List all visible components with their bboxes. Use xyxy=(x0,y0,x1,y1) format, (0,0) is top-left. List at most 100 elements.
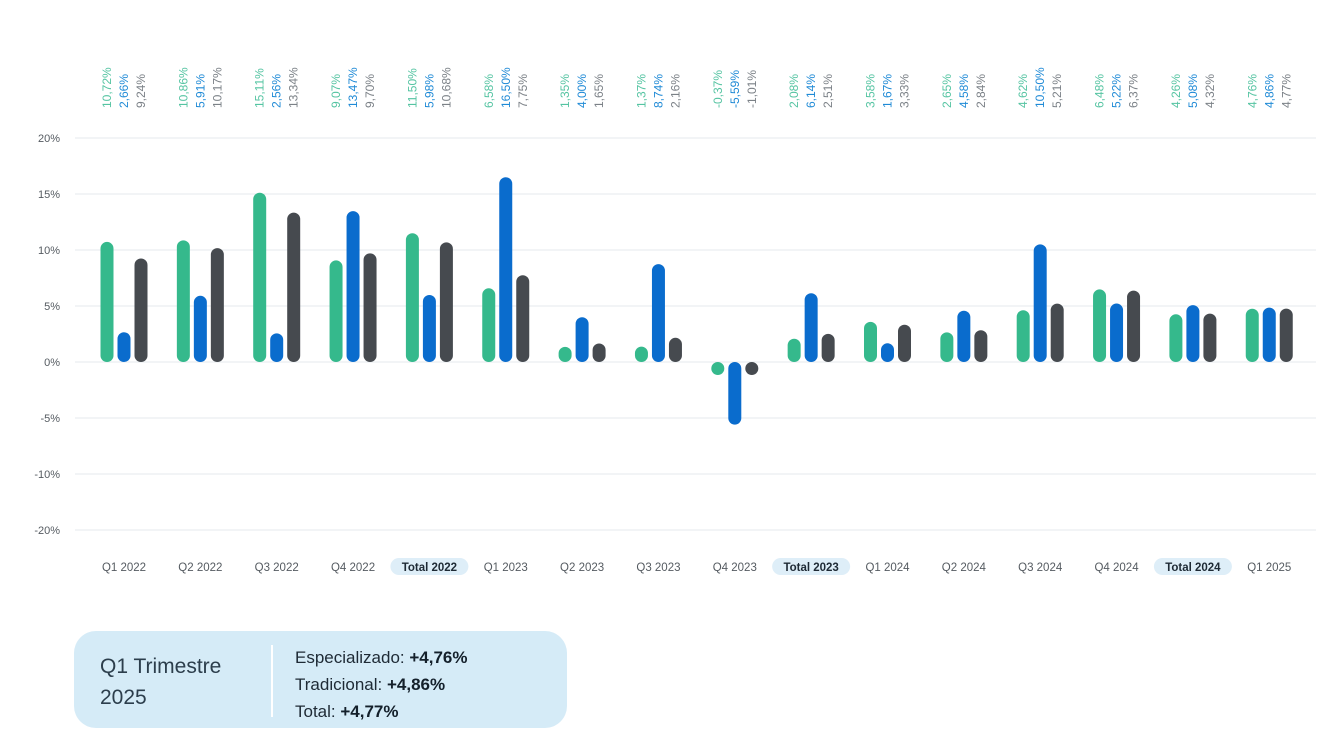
x-tick-label: Q2 2022 xyxy=(178,562,222,574)
data-label: 6,14% xyxy=(804,74,818,108)
bar xyxy=(881,343,894,362)
bar xyxy=(329,260,343,362)
data-label: 2,51% xyxy=(821,74,835,108)
data-label: 3,58% xyxy=(864,74,878,108)
y-tick-label: -5% xyxy=(40,413,60,425)
bar xyxy=(1262,307,1276,362)
summary-lines: Especializado: +4,76% Tradicional: +4,86… xyxy=(295,644,467,725)
x-tick-label: Q1 2022 xyxy=(102,562,146,574)
x-tick-label: Q3 2022 xyxy=(255,562,299,574)
summary-especializado: Especializado: +4,76% xyxy=(295,644,467,671)
data-label: 6,48% xyxy=(1093,74,1107,108)
total-highlight-pill xyxy=(390,558,469,575)
data-label: 5,98% xyxy=(422,74,436,108)
y-tick-label: -10% xyxy=(34,469,60,481)
data-label: 2,56% xyxy=(270,74,284,108)
bar xyxy=(728,362,742,425)
bar xyxy=(516,275,530,362)
data-label: 2,84% xyxy=(974,74,988,108)
bar xyxy=(668,337,682,362)
data-label: 4,77% xyxy=(1279,74,1293,108)
data-label: -1,01% xyxy=(745,70,759,108)
bar xyxy=(1245,308,1259,362)
bar xyxy=(957,310,971,362)
data-label: 4,32% xyxy=(1203,74,1217,108)
data-label: 10,50% xyxy=(1033,67,1047,108)
bar xyxy=(422,295,436,362)
bar xyxy=(711,362,725,375)
bar xyxy=(745,362,759,375)
data-label: 1,35% xyxy=(558,74,572,108)
bar xyxy=(346,211,360,362)
total-value: +4,77% xyxy=(340,702,399,721)
bar xyxy=(1169,314,1183,362)
total-highlight-pill xyxy=(772,558,851,575)
bar xyxy=(270,333,284,362)
data-label: 16,50% xyxy=(499,67,513,108)
bar xyxy=(1127,290,1141,362)
bar xyxy=(117,332,131,362)
bar xyxy=(651,264,665,362)
data-label: 9,70% xyxy=(363,74,377,108)
bar xyxy=(482,288,496,362)
bar xyxy=(193,295,207,362)
bar xyxy=(634,346,648,362)
data-label: -0,37% xyxy=(711,70,725,108)
total-highlight-pill xyxy=(1153,558,1232,575)
x-tick-label: Q4 2022 xyxy=(331,562,375,574)
bar xyxy=(787,338,801,362)
data-label: -5,59% xyxy=(728,70,742,108)
summary-title-line2: 2025 xyxy=(100,686,147,709)
bar xyxy=(100,241,114,362)
data-label: 7,75% xyxy=(516,74,530,108)
data-label: 4,86% xyxy=(1262,74,1276,108)
data-label: 5,08% xyxy=(1186,74,1200,108)
data-label: 15,11% xyxy=(253,68,267,108)
data-label: 2,66% xyxy=(117,74,131,108)
y-tick-label: 15% xyxy=(38,189,60,201)
bar xyxy=(821,333,835,362)
bar xyxy=(134,258,148,362)
bar xyxy=(898,324,911,362)
y-tick-label: 0% xyxy=(44,357,60,369)
data-label: 8,74% xyxy=(651,74,665,108)
data-label: 4,00% xyxy=(575,74,589,108)
data-label: 5,22% xyxy=(1110,74,1124,108)
x-tick-label: Q3 2024 xyxy=(1018,562,1063,574)
data-label: 13,47% xyxy=(346,67,360,108)
x-tick-label: Total 2024 xyxy=(1165,562,1221,574)
summary-box: Q1 Trimestre 2025 Especializado: +4,76% … xyxy=(74,631,567,728)
data-label: 2,65% xyxy=(940,74,954,108)
data-label: 11,50% xyxy=(405,68,419,108)
x-tick-label: Q4 2024 xyxy=(1094,562,1139,574)
bar xyxy=(558,346,572,362)
data-label: 10,17% xyxy=(210,67,224,108)
tradicional-value: +4,86% xyxy=(386,675,446,694)
data-label: 13,34% xyxy=(287,67,301,108)
summary-title: Q1 Trimestre 2025 xyxy=(100,651,250,713)
bar xyxy=(940,332,954,362)
data-label: 1,65% xyxy=(592,74,606,108)
data-label: 3,33% xyxy=(898,74,912,108)
bar xyxy=(864,321,877,362)
bar xyxy=(363,253,377,362)
especializado-label: Especializado: xyxy=(295,648,410,667)
x-tick-label: Q4 2023 xyxy=(713,562,757,574)
data-label: 10,86% xyxy=(176,67,190,108)
data-label: 6,37% xyxy=(1127,74,1141,108)
x-tick-label: Total 2023 xyxy=(783,562,838,574)
bar xyxy=(1203,313,1217,362)
bar xyxy=(1093,289,1107,362)
bar xyxy=(287,212,301,362)
x-tick-label: Total 2022 xyxy=(402,562,457,574)
data-label: 4,76% xyxy=(1245,74,1259,108)
data-label: 4,26% xyxy=(1169,74,1183,108)
bar xyxy=(575,317,589,362)
bar xyxy=(499,177,513,362)
bar xyxy=(210,248,224,362)
bar xyxy=(1110,303,1124,362)
total-label: Total: xyxy=(295,702,341,721)
bar xyxy=(1016,310,1030,362)
data-label: 10,68% xyxy=(439,67,453,108)
